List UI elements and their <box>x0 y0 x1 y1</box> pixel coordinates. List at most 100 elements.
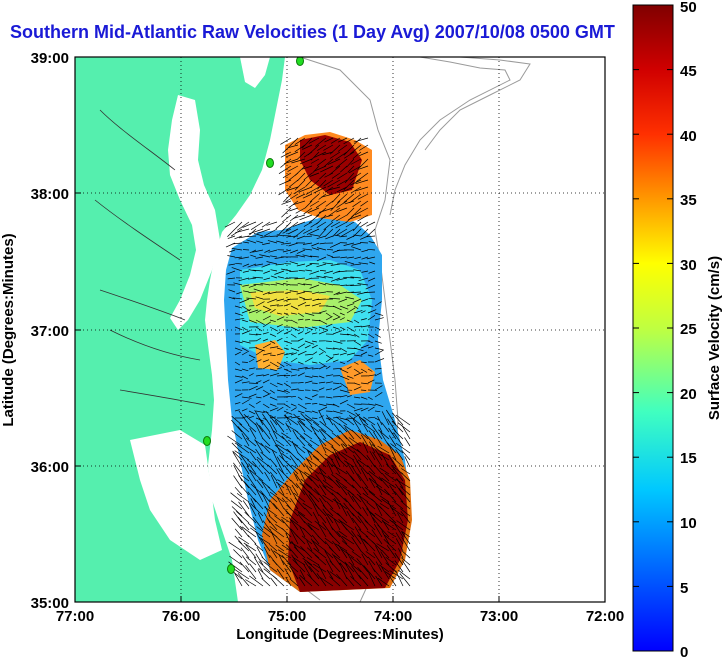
colorbar-tick-label: 40 <box>680 128 697 145</box>
velocity-arrow <box>277 444 292 454</box>
velocity-arrow <box>304 312 315 316</box>
velocity-arrow <box>339 394 348 398</box>
velocity-arrow <box>304 507 313 517</box>
velocity-arrow <box>291 484 299 496</box>
velocity-arrow <box>248 373 254 377</box>
velocity-arrow <box>298 420 313 433</box>
velocity-arrow <box>340 284 348 286</box>
velocity-arrow <box>335 480 348 496</box>
velocity-arrow <box>367 346 374 349</box>
velocity-arrow <box>302 557 313 566</box>
velocity-arrow <box>348 437 362 447</box>
velocity-arrow <box>261 492 271 510</box>
velocity-arrow <box>285 544 299 559</box>
velocity-arrow <box>339 235 348 238</box>
velocity-arrow <box>261 437 271 447</box>
velocity-arrow <box>269 389 275 394</box>
velocity-arrow <box>294 497 306 510</box>
velocity-arrow <box>263 277 271 281</box>
velocity-arrow <box>316 247 327 251</box>
velocity-arrow <box>238 475 250 489</box>
velocity-arrow <box>283 340 293 344</box>
velocity-arrow <box>401 531 411 545</box>
velocity-arrow <box>305 179 313 187</box>
velocity-arrow <box>276 324 283 328</box>
velocity-arrow <box>290 498 299 510</box>
velocity-arrow <box>241 415 250 419</box>
velocity-arrow <box>269 396 278 401</box>
velocity-arrow <box>341 452 355 461</box>
velocity-arrow <box>252 249 264 253</box>
velocity-arrow <box>318 375 325 379</box>
velocity-arrow <box>392 457 404 468</box>
velocity-arrow <box>311 351 318 356</box>
velocity-arrow <box>241 330 251 335</box>
velocity-arrow <box>356 172 369 182</box>
velocity-arrow <box>350 475 362 489</box>
velocity-arrow <box>260 451 271 461</box>
velocity-arrow <box>360 550 369 559</box>
velocity-arrow <box>272 575 285 587</box>
velocity-arrow <box>348 415 362 426</box>
velocity-arrow <box>368 297 376 300</box>
velocity-arrow <box>311 319 322 322</box>
velocity-arrow <box>345 221 355 228</box>
velocity-arrow <box>237 426 250 440</box>
velocity-arrow <box>390 443 404 454</box>
velocity-arrow <box>303 228 313 234</box>
velocity-arrow <box>269 309 276 314</box>
velocity-arrow <box>249 563 257 573</box>
velocity-arrow <box>386 544 397 559</box>
velocity-arrow <box>360 228 369 237</box>
velocity-arrow <box>335 479 348 489</box>
velocity-arrow <box>332 367 342 370</box>
velocity-arrow <box>297 389 304 392</box>
velocity-arrow <box>311 368 319 370</box>
velocity-arrow <box>367 333 375 339</box>
velocity-arrow <box>331 492 341 503</box>
velocity-arrow <box>329 165 341 176</box>
velocity-arrow <box>287 463 299 475</box>
velocity-arrow <box>321 193 334 198</box>
velocity-arrow <box>304 380 313 384</box>
velocity-arrow <box>367 309 377 314</box>
velocity-arrow <box>274 515 285 524</box>
velocity-arrow <box>287 228 299 235</box>
velocity-arrow <box>318 387 325 391</box>
velocity-arrow <box>246 459 257 468</box>
velocity-arrow <box>255 396 262 399</box>
velocity-arrow <box>234 235 243 240</box>
velocity-arrow <box>311 361 318 364</box>
velocity-arrow <box>283 347 289 350</box>
velocity-arrow <box>227 277 236 280</box>
velocity-arrow <box>296 235 306 240</box>
velocity-arrow <box>258 568 271 580</box>
velocity-arrow <box>332 498 348 510</box>
velocity-arrow <box>290 479 299 489</box>
velocity-arrow <box>242 290 250 293</box>
velocity-arrow <box>355 186 369 192</box>
velocity-arrow <box>277 479 292 489</box>
velocity-arrow <box>276 382 283 386</box>
velocity-arrow <box>278 553 285 566</box>
velocity-arrow <box>232 297 243 300</box>
delaware-bay <box>240 57 270 88</box>
velocity-arrow <box>369 261 376 265</box>
velocity-arrow <box>277 482 285 496</box>
velocity-arrow <box>363 423 376 433</box>
velocity-arrow <box>276 352 285 356</box>
velocity-arrow <box>224 221 236 228</box>
velocity-arrow <box>385 463 397 475</box>
velocity-arrow <box>262 315 271 321</box>
velocity-arrow <box>283 303 291 307</box>
velocity-arrow <box>401 530 411 538</box>
velocity-arrow <box>248 269 257 272</box>
velocity-arrow <box>284 291 292 294</box>
velocity-arrow <box>262 364 271 370</box>
velocity-arrow <box>304 396 313 401</box>
velocity-arrow <box>274 444 285 454</box>
velocity-arrow <box>401 536 411 552</box>
velocity-arrow <box>241 381 250 384</box>
colorbar-tick-label: 35 <box>680 192 697 209</box>
velocity-arrow <box>268 515 278 524</box>
